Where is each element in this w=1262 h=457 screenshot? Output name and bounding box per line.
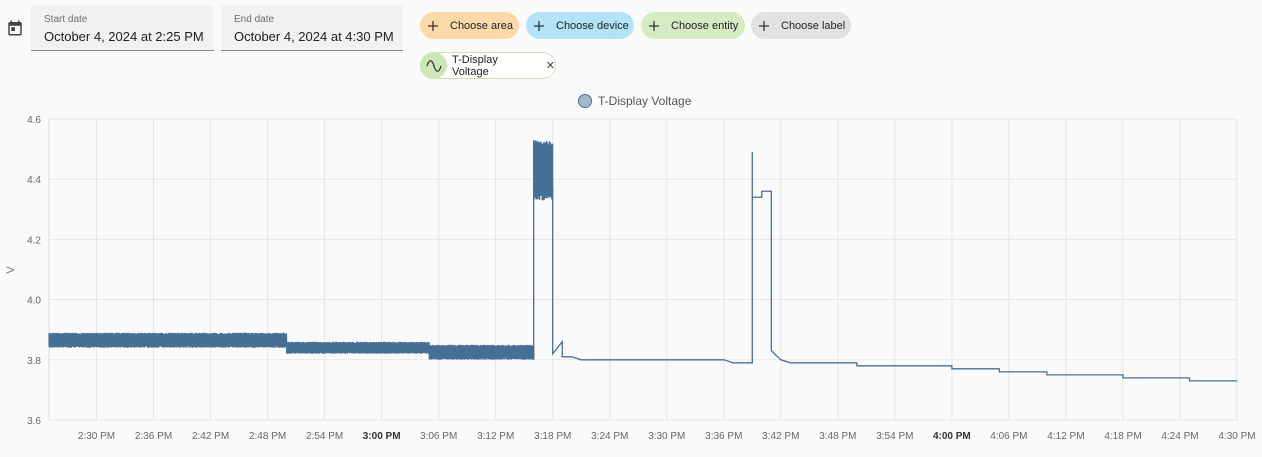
choose-label-button[interactable]: Choose label — [751, 12, 851, 39]
noise-band — [428, 344, 535, 360]
x-tick-label: 3:06 PM — [420, 431, 457, 442]
x-tick-label: 4:00 PM — [933, 431, 971, 442]
x-tick-label: 3:48 PM — [819, 431, 856, 442]
plus-icon — [759, 20, 769, 31]
x-tick-label: 2:48 PM — [249, 431, 286, 442]
y-tick-label: 4.0 — [27, 296, 41, 307]
x-tick-label: 2:36 PM — [135, 431, 172, 442]
y-tick-label: 4.2 — [27, 235, 41, 246]
x-tick-label: 3:36 PM — [705, 431, 742, 442]
chart-legend[interactable]: T-Display Voltage — [578, 93, 691, 109]
x-tick-label: 3:24 PM — [591, 431, 628, 442]
legend-label: T-Display Voltage — [598, 94, 692, 108]
x-tick-label: 3:18 PM — [534, 431, 571, 442]
x-tick-label: 4:18 PM — [1104, 431, 1141, 442]
x-tick-label: 2:42 PM — [192, 431, 229, 442]
plus-icon — [534, 20, 544, 31]
plus-icon — [428, 20, 438, 31]
series-line — [533, 140, 1237, 382]
voltage-chart: 3.6 3.8 4.0 4.2 4.4 4.6 2:30 PM 2:36 PM 2:42 PM… — [5, 115, 1256, 442]
x-tick-label: 4:24 PM — [1161, 431, 1198, 442]
calendar-icon[interactable] — [6, 19, 24, 37]
x-tick-label: 4:06 PM — [990, 431, 1027, 442]
noise-band — [48, 332, 288, 348]
x-tick-label: 2:54 PM — [306, 431, 343, 442]
choose-area-button[interactable]: Choose area — [420, 12, 519, 39]
y-axis-label: V — [5, 266, 17, 274]
x-tick-label: 3:12 PM — [477, 431, 514, 442]
choose-label-label: Choose label — [781, 19, 846, 32]
plus-icon — [649, 20, 659, 31]
end-date-value: October 4, 2024 at 4:30 PM — [234, 29, 394, 44]
noise-band — [286, 341, 430, 354]
y-tick-label: 4.6 — [27, 115, 41, 126]
x-tick-label: 4:30 PM — [1218, 431, 1255, 442]
choose-device-button[interactable]: Choose device — [526, 12, 634, 39]
x-tick-label: 3:42 PM — [762, 431, 799, 442]
y-tick-label: 3.6 — [27, 416, 41, 427]
start-date-field[interactable]: Start date October 4, 2024 at 2:25 PM — [31, 5, 214, 51]
y-tick-label: 4.4 — [27, 175, 41, 186]
remove-entity-icon[interactable]: ✕ — [545, 60, 555, 72]
choose-device-label: Choose device — [556, 19, 629, 32]
end-date-label: End date — [234, 14, 275, 25]
x-tick-label: 3:54 PM — [876, 431, 913, 442]
x-tick-label: 4:12 PM — [1047, 431, 1084, 442]
legend-swatch — [578, 94, 592, 108]
x-tick-label: 3:30 PM — [648, 431, 685, 442]
choose-entity-label: Choose entity — [671, 19, 739, 32]
end-date-field[interactable]: End date October 4, 2024 at 4:30 PM — [221, 5, 403, 51]
sine-wave-icon — [420, 52, 447, 79]
y-tick-label: 3.8 — [27, 356, 41, 367]
x-tick-label: 3:00 PM — [363, 431, 401, 442]
selected-entity-chip[interactable]: T-Display Voltage ✕ — [420, 52, 556, 79]
choose-area-label: Choose area — [450, 19, 513, 32]
start-date-value: October 4, 2024 at 2:25 PM — [44, 29, 204, 44]
choose-entity-button[interactable]: Choose entity — [641, 12, 745, 39]
selected-entity-name: T-Display Voltage — [452, 53, 498, 78]
x-tick-label: 2:30 PM — [78, 431, 115, 442]
start-date-label: Start date — [44, 14, 88, 25]
